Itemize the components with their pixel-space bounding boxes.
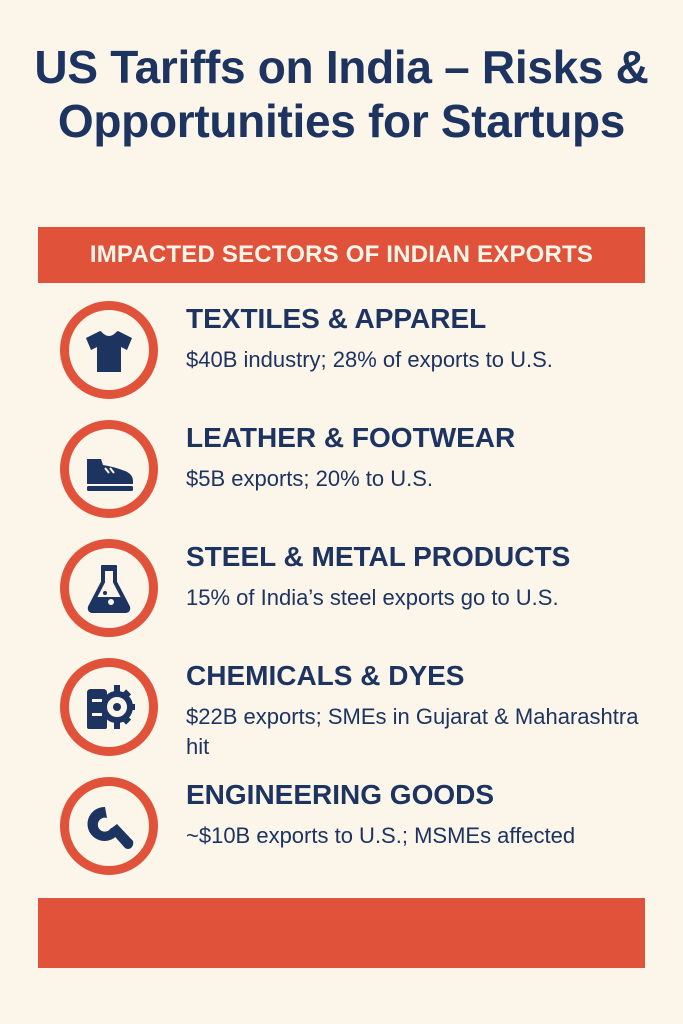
sector-name: CHEMICALS & DYES <box>186 660 465 691</box>
sector-description: $40B industry; 28% of exports to U.S. <box>186 347 553 372</box>
footer-bar <box>38 898 645 968</box>
sector-leather: LEATHER & FOOTWEAR $5B exports; 20% to U… <box>0 420 683 530</box>
sector-chemicals: CHEMICALS & DYES $22B exports; SMEs in G… <box>0 658 683 768</box>
page-title: US Tariffs on India – Risks & Opportunit… <box>34 41 649 147</box>
sector-steel: STEEL & METAL PRODUCTS 15% of India’s st… <box>0 539 683 649</box>
sector-description: $22B exports; SMEs in Gujarat & Maharash… <box>186 704 639 759</box>
sector-textiles: TEXTILES & APPAREL $40B industry; 28% of… <box>0 301 683 411</box>
section-banner: IMPACTED SECTORS OF INDIAN EXPORTS <box>38 227 645 283</box>
flask-icon <box>60 539 158 637</box>
sector-description: $5B exports; 20% to U.S. <box>186 466 434 491</box>
sector-description: ~$10B exports to U.S.; MSMEs affected <box>186 823 576 848</box>
sector-name: TEXTILES & APPAREL <box>186 303 487 334</box>
sector-name: ENGINEERING GOODS <box>186 779 495 810</box>
wrench-icon <box>60 777 158 875</box>
tshirt-icon <box>60 301 158 399</box>
sector-name: LEATHER & FOOTWEAR <box>186 422 516 453</box>
sector-name: STEEL & METAL PRODUCTS <box>186 541 571 572</box>
sector-description: 15% of India’s steel exports go to U.S. <box>186 585 559 610</box>
shoe-icon <box>60 420 158 518</box>
gear-icon <box>60 658 158 756</box>
sector-engineering: ENGINEERING GOODS ~$10B exports to U.S.;… <box>0 777 683 887</box>
